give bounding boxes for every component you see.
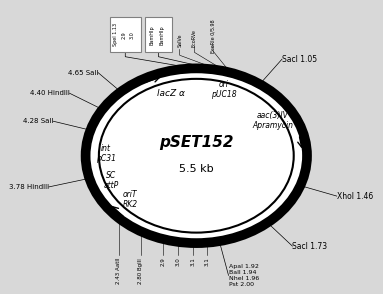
Text: int
pC31: int pC31 [96,143,116,163]
Text: SalVe: SalVe [177,34,182,47]
Text: 4.40 HindIII: 4.40 HindIII [30,90,70,96]
Text: 2.43 AatII: 2.43 AatII [116,258,121,284]
Text: 5.5 kb: 5.5 kb [179,164,214,174]
Text: 3.78 HindIII: 3.78 HindIII [8,184,49,190]
Ellipse shape [86,69,307,243]
Text: lacZ α: lacZ α [157,89,185,98]
FancyBboxPatch shape [110,17,141,52]
Text: EcoRVe: EcoRVe [192,29,197,47]
Text: 2.9: 2.9 [121,31,126,39]
Text: EcoRIe 0/5.98: EcoRIe 0/5.98 [210,19,215,53]
Text: SacI 1.73: SacI 1.73 [292,242,327,250]
Text: BamHIp: BamHIp [160,25,165,45]
Text: oriT
RK2: oriT RK2 [123,190,138,209]
Text: pSET152: pSET152 [159,135,234,150]
FancyBboxPatch shape [145,17,172,52]
Text: 3.1: 3.1 [190,258,195,266]
Text: ApaI 1.92
Ball 1.94
NheI 1.96
Pst 2.00: ApaI 1.92 Ball 1.94 NheI 1.96 Pst 2.00 [229,264,259,287]
Text: ori
pUC18: ori pUC18 [211,80,236,99]
Text: 2.9: 2.9 [160,258,165,266]
Text: 2.80 BglII: 2.80 BglII [138,258,144,283]
Text: SC
attP: SC attP [103,171,119,190]
Text: 3.0: 3.0 [129,31,134,39]
Text: BamHIp: BamHIp [149,25,154,45]
Text: 3.1: 3.1 [205,258,210,266]
Text: 4.65 SalI: 4.65 SalI [68,70,98,76]
Text: 4.28 SalI: 4.28 SalI [23,118,53,124]
Text: SpeI 1.13: SpeI 1.13 [113,23,118,46]
Text: 3.0: 3.0 [175,258,180,266]
Text: XhoI 1.46: XhoI 1.46 [337,192,373,201]
Text: aac(3)IV
Apramycin: aac(3)IV Apramycin [252,111,293,131]
Text: SacI 1.05: SacI 1.05 [282,55,317,64]
